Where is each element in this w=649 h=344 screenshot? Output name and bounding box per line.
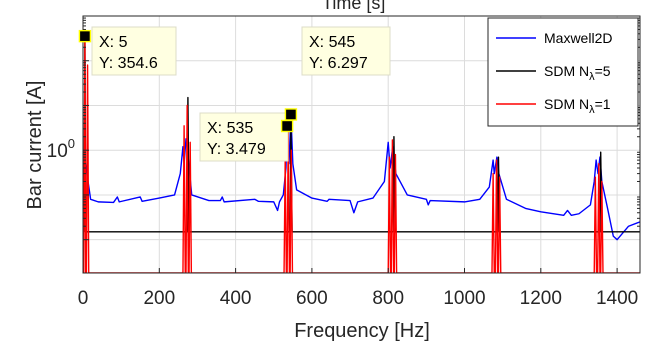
- x-tick-label: 1200: [520, 288, 562, 309]
- y-tick-exponent: 0: [68, 136, 75, 151]
- series-line-2: [83, 35, 640, 273]
- x-tick-label: 200: [143, 288, 175, 309]
- datatip-box: [301, 26, 391, 76]
- datatip-box: [199, 112, 289, 162]
- y-tick-labels: 100: [47, 136, 75, 162]
- datatip-x-text: X: 535: [207, 120, 253, 137]
- datatip-box: [91, 26, 177, 76]
- x-tick-labels: 0 200 400 600 800 1000 1200 1400: [78, 288, 639, 309]
- y-tick-base: 10: [47, 141, 68, 162]
- datatip-x-text: X: 545: [309, 34, 355, 51]
- legend-label-text: SDM N: [544, 63, 589, 79]
- y-axis-label: Bar current [A]: [24, 81, 46, 210]
- datatip-y-text: Y: 354.6: [99, 55, 158, 72]
- x-tick-label: 1400: [596, 288, 638, 309]
- legend-label-text: Maxwell2D: [544, 30, 612, 46]
- legend-box: [487, 17, 639, 127]
- datatip-y-text: Y: 3.479: [207, 141, 266, 158]
- x-tick-label: 400: [220, 288, 252, 309]
- datatip-x-text: X: 5: [99, 34, 128, 51]
- x-axis-label: Frequency [Hz]: [294, 320, 430, 342]
- x-tick-label: 0: [78, 288, 89, 309]
- legend-label-2: SDM Nλ=1: [544, 96, 611, 116]
- datatip-marker[interactable]: [78, 29, 92, 43]
- x-tick-label: 800: [372, 288, 404, 309]
- plot-frame: [82, 15, 641, 274]
- legend-label-text: SDM N: [544, 96, 589, 112]
- legend-label-suffix: =5: [595, 63, 611, 79]
- data-tips: X: 5 Y: 354.6 X: 535 Y: 3.479 X: 545 Y: 6.297: [78, 26, 391, 162]
- legend-label-1: SDM Nλ=5: [544, 63, 611, 83]
- legend-label-suffix: =1: [595, 96, 611, 112]
- datatip-marker[interactable]: [284, 108, 298, 121]
- x-tick-label: 1000: [443, 288, 485, 309]
- series-lines: [83, 35, 640, 273]
- series-line-0: [83, 113, 640, 241]
- x-tick-label: 600: [296, 288, 328, 309]
- datatip-marker[interactable]: [280, 119, 294, 133]
- top-title-fragment: Time [s]: [322, 0, 385, 13]
- legend-label-subscript: λ: [589, 71, 595, 83]
- legend-label-0: Maxwell2D: [544, 30, 612, 46]
- datatip-y-text: Y: 6.297: [309, 55, 368, 72]
- y-tick-label: 100: [47, 136, 75, 162]
- legend-label-subscript: λ: [589, 104, 595, 116]
